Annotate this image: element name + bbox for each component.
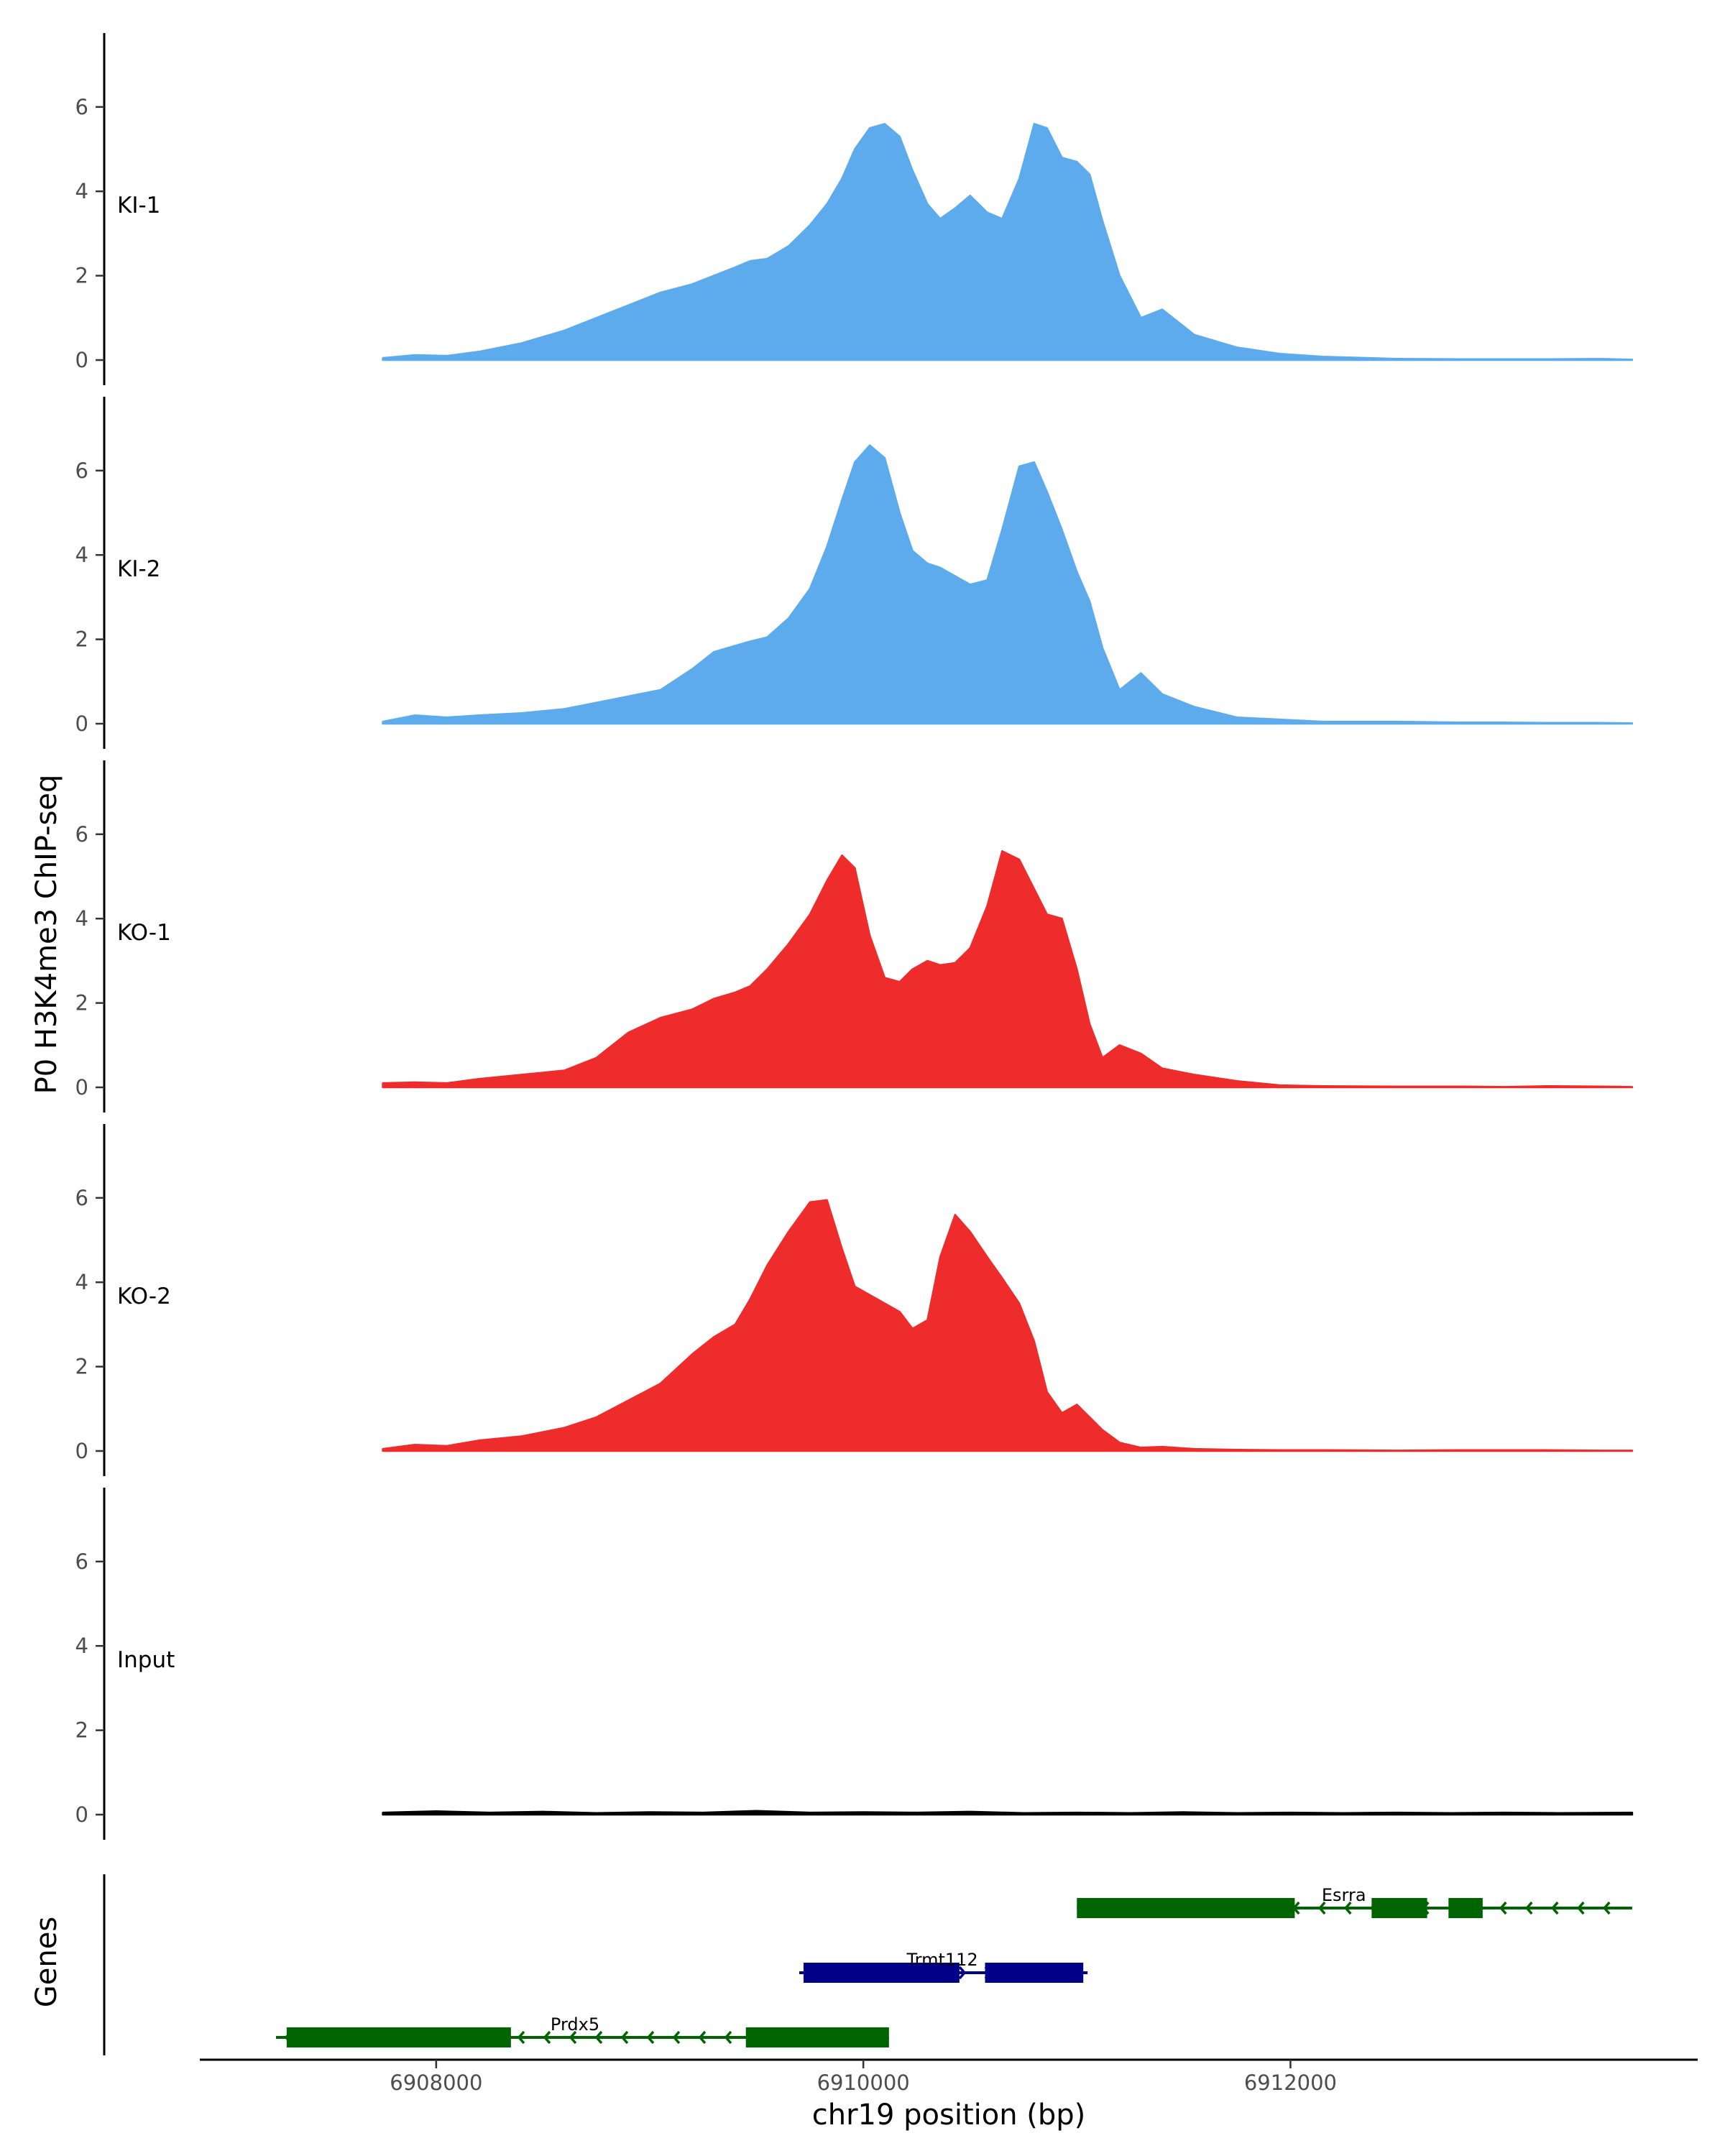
strand-arrow-icon [1576,1901,1585,1915]
y-tick-label: 6 [75,1549,88,1574]
x-axis-title: chr19 position (bp) [812,2099,1086,2132]
track-label: KI-1 [117,193,160,218]
gene-trmt112: Trmt112 [799,1950,1088,1983]
gene-exon [745,2027,889,2047]
coverage-tracks: 0 2 4 6 KI-1 0 2 4 6 KI-2 0 2 4 6 KO-1 0 2 4 6 KO-2 0 2 4 6 Inpu… [75,33,1634,1840]
coverage-area-ki-2 [382,444,1634,725]
strand-arrow-icon [1343,1901,1352,1915]
y-tick-label: 6 [75,95,88,119]
track-ko-1: 0 2 4 6 KO-1 [75,760,1634,1112]
track-ki-2: 0 2 4 6 KI-2 [75,397,1634,749]
coverage-area-ko-1 [382,850,1634,1089]
y-tick-label: 4 [75,1634,88,1658]
strand-arrow-icon [724,2030,732,2045]
y-tick-label: 0 [75,711,88,736]
y-tick-label: 2 [75,264,88,288]
y-tick-label: 6 [75,1186,88,1210]
y-tick-label: 0 [75,1439,88,1463]
strand-arrow-icon [569,2030,577,2045]
y-tick-label: 4 [75,1270,88,1294]
strand-arrow-icon [698,2030,707,2045]
track-label: Input [117,1647,175,1673]
gene-label: Esrra [1322,1885,1366,1905]
coverage-area-ki-1 [382,123,1634,361]
x-tick-label: 6908000 [390,2070,482,2095]
gene-prdx5: Prdx5 [276,2014,889,2047]
coverage-area-input [382,1810,1634,1816]
gene-esrra: Esrra [1077,1885,1632,1918]
gene-exon [1371,1898,1427,1918]
track-label: KO-1 [117,920,171,946]
track-ko-2: 0 2 4 6 KO-2 [75,1124,1634,1476]
y-tick-label: 4 [75,179,88,203]
y-tick-label: 0 [75,1802,88,1827]
strand-arrow-icon [1602,1901,1611,1915]
y-tick-label: 2 [75,1355,88,1379]
strand-arrow-icon [1524,1901,1533,1915]
strand-arrow-icon [1317,1901,1326,1915]
track-ki-1: 0 2 4 6 KI-1 [75,33,1634,385]
gene-exon [1077,1898,1295,1918]
gene-label: Prdx5 [551,2014,599,2035]
x-tick-label: 6912000 [1244,2070,1337,2095]
gene-label: Trmt112 [906,1950,978,1970]
strand-arrow-icon [620,2030,629,2045]
y-tick-label: 4 [75,906,88,931]
y-tick-label: 0 [75,1075,88,1100]
strand-arrow-icon [543,2030,551,2045]
y-tick-label: 6 [75,459,88,483]
genes-panel: Esrra Trmt112 Prdx5 6908000 6910000 6912000 [103,1874,1698,2095]
y-axis-title: P0 H3K4me3 ChIP-seq [30,775,63,1095]
strand-arrow-icon [1550,1901,1559,1915]
strand-arrow-icon [672,2030,681,2045]
gene-exon [985,1963,1084,1983]
genes-panel-title: Genes [30,1917,63,2007]
gene-exon [803,1963,960,1983]
y-tick-label: 2 [75,627,88,652]
y-tick-label: 2 [75,991,88,1015]
y-tick-label: 2 [75,1718,88,1743]
y-tick-label: 6 [75,822,88,847]
track-label: KI-2 [117,556,160,582]
gene-exon [1448,1898,1483,1918]
y-tick-label: 4 [75,543,88,567]
x-tick-label: 6910000 [817,2070,910,2095]
coverage-area-ko-2 [382,1199,1634,1452]
track-input: 0 2 4 6 Input [75,1488,1634,1840]
strand-arrow-icon [1499,1901,1507,1915]
strand-arrow-icon [517,2030,525,2045]
strand-arrow-icon [594,2030,603,2045]
strand-arrow-icon [646,2030,655,2045]
gene-exon [286,2027,511,2047]
y-tick-label: 0 [75,348,88,372]
strand-arrow-icon [958,1966,967,1980]
track-label: KO-2 [117,1284,171,1309]
